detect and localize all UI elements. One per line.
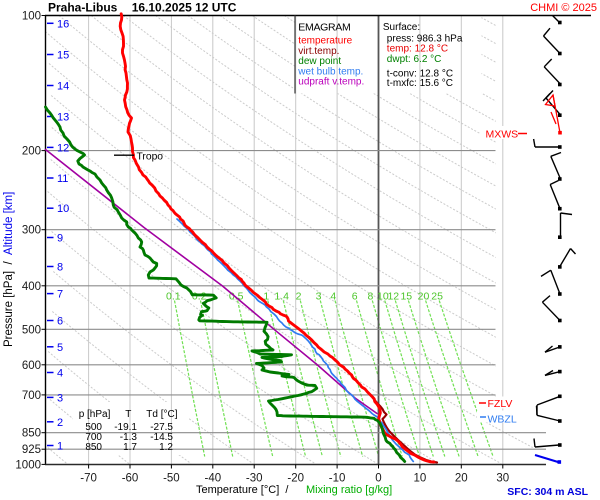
svg-text:Pressure [hPa] / Altitude [k: Pressure [hPa] / Altitude [km] [3, 192, 15, 347]
svg-text:CHMI © 2025: CHMI © 2025 [530, 2, 597, 14]
svg-text:3: 3 [316, 291, 322, 303]
svg-text:12: 12 [57, 142, 69, 154]
svg-text:925: 925 [22, 444, 41, 456]
svg-text:500: 500 [85, 422, 102, 433]
svg-text:20: 20 [418, 291, 430, 303]
svg-text:p [hPa]: p [hPa] [79, 409, 111, 420]
svg-text:wet bulb temp.: wet bulb temp. [297, 67, 363, 78]
svg-text:Surface:: Surface: [383, 22, 420, 33]
svg-text:400: 400 [22, 281, 41, 293]
svg-text:6: 6 [352, 291, 358, 303]
svg-text:10: 10 [414, 473, 427, 485]
svg-text:temperature: temperature [298, 36, 352, 47]
svg-text:EMAGRAM: EMAGRAM [298, 21, 350, 33]
svg-text:-40: -40 [204, 473, 221, 485]
svg-text:Temperature [°C] /: Temperature [°C] / [196, 484, 289, 496]
svg-text:12: 12 [387, 291, 399, 303]
svg-text:FZLV: FZLV [488, 398, 513, 410]
svg-text:5: 5 [57, 342, 63, 354]
svg-text:25: 25 [431, 291, 443, 303]
svg-text:-20: -20 [287, 473, 304, 485]
svg-text:-27.5: -27.5 [150, 422, 173, 433]
svg-text:1: 1 [263, 291, 269, 303]
svg-text:600: 600 [22, 360, 41, 372]
svg-text:Td [°C]: Td [°C] [146, 409, 177, 420]
svg-text:8: 8 [57, 262, 63, 274]
svg-text:-30: -30 [246, 473, 263, 485]
svg-text:dew point: dew point [298, 56, 341, 67]
svg-text:-19.1: -19.1 [114, 422, 137, 433]
svg-text:16: 16 [57, 18, 69, 30]
svg-text:-70: -70 [80, 473, 97, 485]
svg-text:-60: -60 [122, 473, 139, 485]
svg-text:4: 4 [330, 291, 336, 303]
svg-text:SFC: 304 m ASL: SFC: 304 m ASL [507, 486, 588, 498]
svg-text:t-conv: 12.8 °C: t-conv: 12.8 °C [387, 69, 453, 80]
svg-text:Tropo: Tropo [137, 151, 164, 162]
svg-text:10: 10 [57, 203, 69, 215]
svg-text:850: 850 [85, 442, 102, 453]
svg-text:Mixing ratio [g/kg]: Mixing ratio [g/kg] [306, 484, 392, 496]
svg-text:1000: 1000 [15, 459, 41, 471]
svg-text:1.7: 1.7 [123, 442, 137, 453]
svg-text:1: 1 [57, 441, 63, 453]
svg-text:-50: -50 [163, 473, 180, 485]
svg-text:MXWS: MXWS [486, 129, 519, 141]
svg-text:13: 13 [57, 112, 69, 124]
svg-text:udpraft v.temp.: udpraft v.temp. [298, 77, 364, 88]
svg-text:15: 15 [57, 50, 69, 62]
svg-text:10: 10 [377, 291, 389, 303]
svg-text:16.10.2025 12 UTC: 16.10.2025 12 UTC [132, 1, 237, 15]
svg-text:14: 14 [57, 81, 69, 93]
svg-text:T: T [125, 409, 131, 420]
svg-text:9: 9 [57, 233, 63, 245]
svg-text:Praha-Libus: Praha-Libus [48, 1, 118, 15]
svg-text:WBZL: WBZL [488, 414, 517, 426]
svg-text:0.2: 0.2 [192, 291, 207, 303]
svg-text:temp: 12.8 °C: temp: 12.8 °C [387, 44, 448, 55]
svg-text:1.4: 1.4 [274, 291, 289, 303]
svg-text:850: 850 [22, 428, 41, 440]
svg-text:t-mxfc: 15.6 °C: t-mxfc: 15.6 °C [387, 78, 453, 89]
svg-text:0: 0 [375, 473, 381, 485]
svg-text:6: 6 [57, 316, 63, 328]
svg-text:8: 8 [367, 291, 373, 303]
svg-text:20: 20 [455, 473, 468, 485]
svg-text:dwpt: 6.2 °C: dwpt: 6.2 °C [387, 54, 442, 65]
svg-text:30: 30 [496, 473, 509, 485]
svg-text:2: 2 [57, 417, 63, 429]
svg-text:300: 300 [22, 225, 41, 237]
svg-text:100: 100 [22, 11, 41, 23]
svg-text:11: 11 [57, 173, 68, 185]
svg-text:-1.3: -1.3 [120, 432, 138, 443]
svg-text:500: 500 [22, 324, 41, 336]
svg-text:700: 700 [85, 432, 102, 443]
svg-text:virt.temp.: virt.temp. [298, 46, 339, 57]
svg-text:700: 700 [22, 390, 41, 402]
svg-text:2: 2 [296, 291, 302, 303]
svg-text:0.1: 0.1 [166, 291, 181, 303]
svg-text:-10: -10 [329, 473, 346, 485]
svg-text:-14.5: -14.5 [150, 432, 173, 443]
svg-text:press: 986.3 hPa: press: 986.3 hPa [387, 34, 463, 45]
svg-text:15: 15 [400, 291, 412, 303]
svg-text:4: 4 [57, 368, 63, 380]
svg-text:3: 3 [57, 392, 63, 404]
svg-text:7: 7 [57, 289, 63, 301]
svg-text:1.2: 1.2 [159, 442, 173, 453]
svg-text:200: 200 [22, 146, 41, 158]
